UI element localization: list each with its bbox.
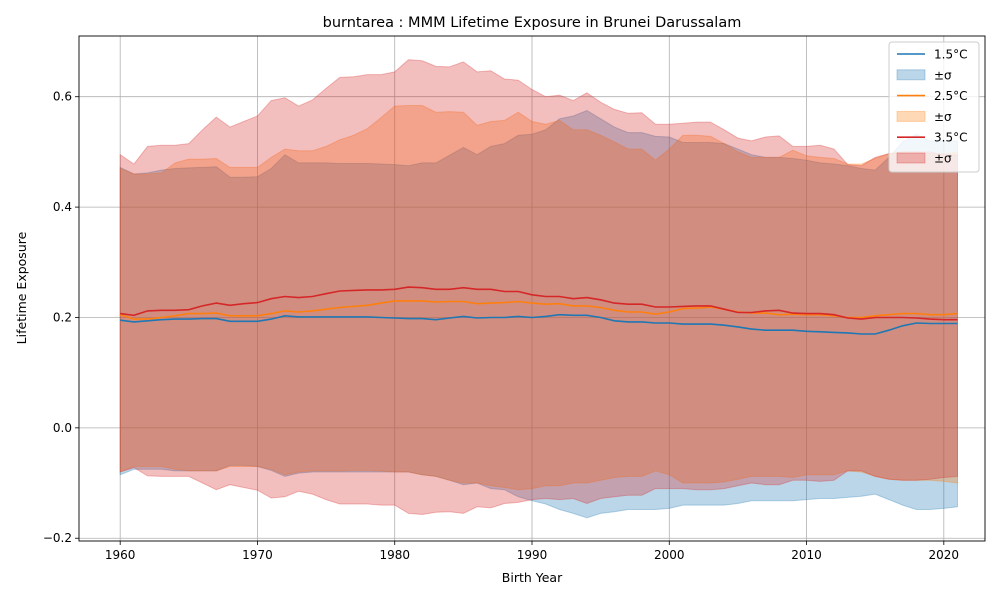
- legend-entry-label: 2.5°C: [934, 89, 967, 103]
- mean-lines: [119, 286, 958, 335]
- x-tick-label: 1990: [517, 548, 548, 562]
- x-tick-label: 2010: [791, 548, 822, 562]
- y-tick-label: 0.2: [53, 310, 72, 324]
- y-axis-ticks: −0.2 0.0 0.2 0.4 0.6: [43, 90, 79, 545]
- legend-entry-label: ±σ: [934, 110, 952, 124]
- mean-line-0: [120, 313, 958, 335]
- mean-line-2: [120, 286, 958, 321]
- mean-line-1: [119, 300, 958, 320]
- legend-band-swatch: [896, 69, 926, 81]
- x-tick-label: 2000: [654, 548, 685, 562]
- legend-entry-label: ±σ: [934, 152, 952, 166]
- x-tick-label: 1960: [105, 548, 136, 562]
- x-tick-label: 1980: [379, 548, 410, 562]
- legend-entry-label: 3.5°C: [934, 131, 967, 145]
- legend-box: [888, 41, 980, 173]
- y-tick-label: 0.6: [53, 90, 72, 104]
- sigma-bands: [119, 59, 958, 519]
- legend-entry-label: ±σ: [934, 68, 952, 82]
- y-tick-label: 0.0: [53, 421, 72, 435]
- legend-entry-label: 1.5°C: [934, 48, 967, 62]
- legend-band-swatch: [896, 152, 926, 164]
- legend-band-swatch: [896, 110, 926, 122]
- y-tick-label: 0.4: [53, 200, 72, 214]
- x-axis-label: Birth Year: [502, 570, 563, 585]
- sigma-band-1: [119, 105, 958, 491]
- chart-title: burntarea : MMM Lifetime Exposure in Bru…: [323, 15, 742, 31]
- sigma-band-2: [119, 59, 958, 516]
- y-tick-label: −0.2: [43, 531, 72, 545]
- x-axis-ticks: 1960 1970 1980 1990 2000 2010 2020: [105, 541, 959, 562]
- grid-lines: [79, 36, 985, 541]
- legend: 1.5°C ±σ 2.5°C ±σ 3.5°C ±σ: [888, 41, 980, 173]
- y-axis-label: Lifetime Exposure: [14, 231, 29, 344]
- sigma-band-0: [119, 109, 958, 519]
- x-tick-label: 2020: [929, 548, 960, 562]
- x-tick-label: 1970: [242, 548, 273, 562]
